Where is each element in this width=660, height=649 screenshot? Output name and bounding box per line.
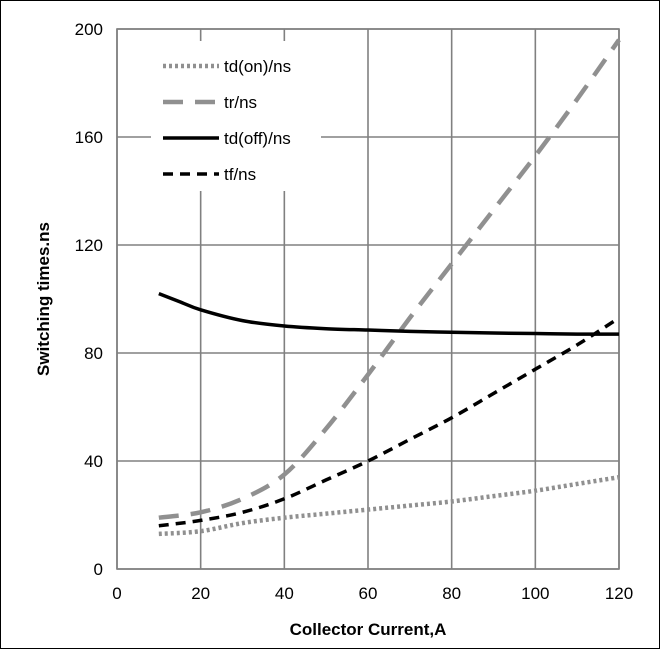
x-tick-label: 60 [359,584,378,603]
x-tick-label: 40 [275,584,294,603]
x-tick-label: 20 [191,584,210,603]
y-tick-label: 40 [84,452,103,471]
y-axis-title: Switching times.ns [34,222,53,376]
legend-label-2: tr/ns [224,93,257,112]
y-tick-label: 200 [75,20,103,39]
series-line-2 [158,38,621,520]
series-line-4 [158,316,620,528]
x-tick-label: 100 [521,584,549,603]
series-line-3 [158,291,620,336]
legend-label-3: td(off)/ns [224,129,291,148]
y-tick-label: 160 [75,128,103,147]
y-tick-label: 0 [94,560,103,579]
y-tick-label: 120 [75,236,103,255]
x-axis-title: Collector Current,A [290,620,447,639]
x-tick-label: 120 [605,584,633,603]
legend-background [151,41,321,191]
y-tick-label: 80 [84,344,103,363]
x-tick-label: 80 [442,584,461,603]
series-line-1 [158,474,620,537]
plot-border [116,28,620,570]
legend-label-4: tf/ns [224,165,256,184]
legend-label-1: td(on)/ns [224,57,291,76]
x-tick-label: 0 [112,584,121,603]
